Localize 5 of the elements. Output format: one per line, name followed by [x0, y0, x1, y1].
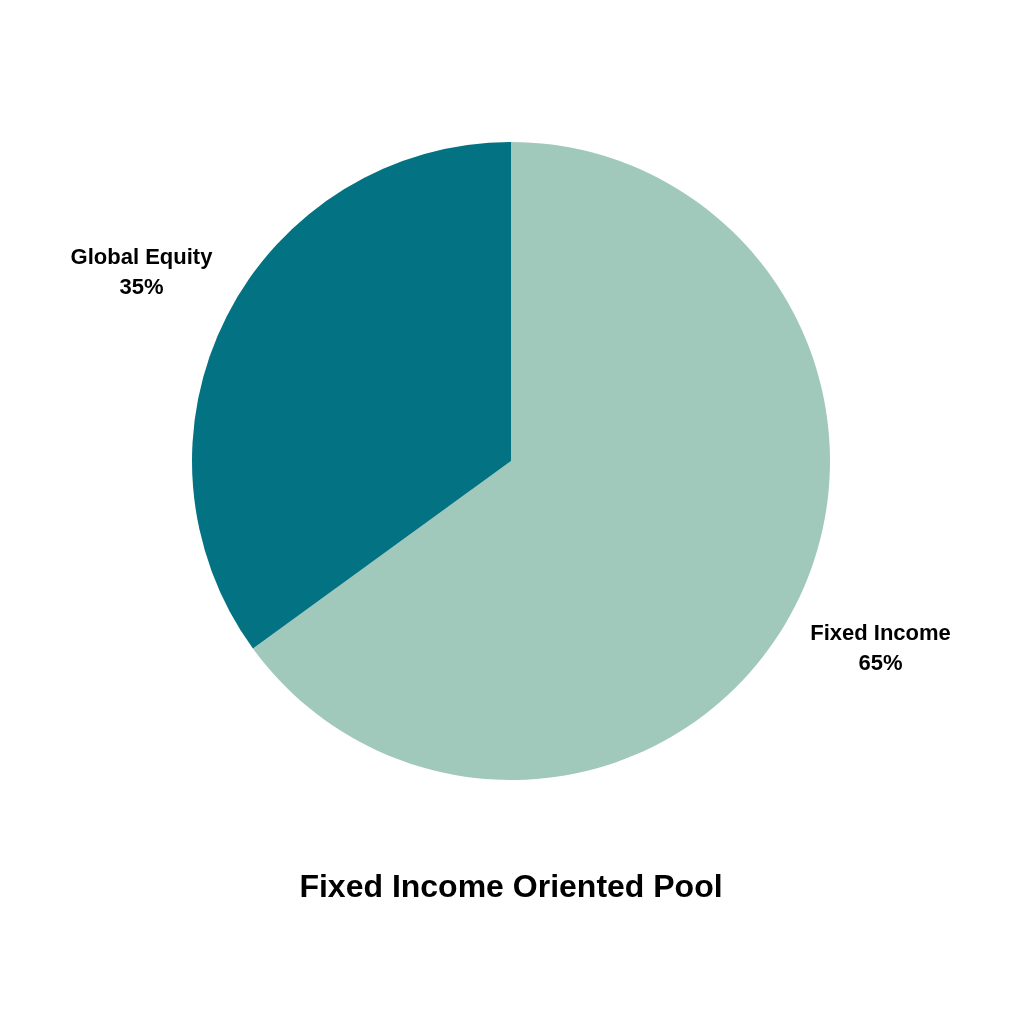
slice-label: Global Equity [70, 243, 214, 269]
data-label: 65% [858, 650, 903, 676]
text: Fixed Income Oriented Pool [299, 867, 723, 904]
slice-label: Fixed Income [810, 620, 951, 646]
data-label: 35% [119, 273, 164, 299]
